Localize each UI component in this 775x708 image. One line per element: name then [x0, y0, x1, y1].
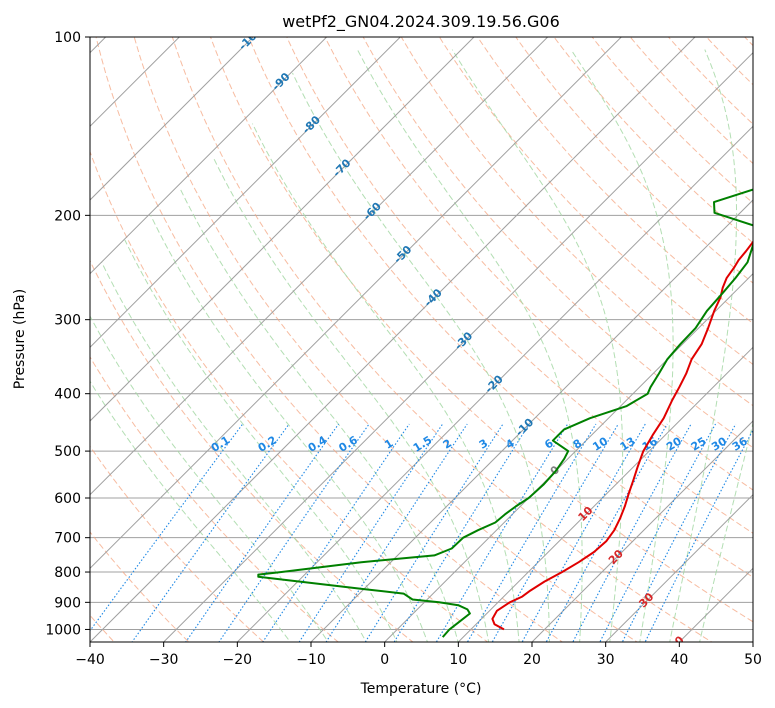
chart-title: wetPf2_GN04.2024.309.19.56.G06 — [282, 12, 560, 32]
mixing-ratio-line — [621, 423, 737, 642]
moist-adiabat — [90, 314, 329, 642]
isotherm-line — [90, 37, 254, 201]
y-tick-label: 600 — [54, 491, 81, 507]
x-tick-label: −40 — [75, 652, 105, 668]
y-tick-label: 500 — [54, 444, 81, 460]
sounding-profiles — [257, 188, 753, 638]
x-tick-label: 30 — [597, 652, 615, 668]
x-tick-label: 50 — [744, 652, 762, 668]
isotherm-line — [90, 37, 402, 349]
moist-adiabat — [451, 49, 624, 642]
isotherm-line — [90, 37, 475, 422]
dry-adiabat — [515, 37, 753, 284]
x-axis-label: Temperature (°C) — [360, 681, 482, 697]
moist-adiabat — [669, 49, 738, 642]
y-tick-label: 400 — [54, 387, 81, 403]
dry-adiabat — [90, 531, 190, 642]
mixing-ratio-line — [131, 423, 290, 642]
x-tick-label: 40 — [670, 652, 688, 668]
dry-adiabat — [90, 259, 414, 642]
mixing-ratio-line — [435, 423, 569, 642]
x-tick-label: −10 — [296, 652, 326, 668]
y-tick-label: 800 — [54, 565, 81, 581]
isotherm-line — [162, 51, 753, 642]
mixing-ratio-line — [491, 423, 619, 642]
isotherm-line — [604, 493, 753, 642]
dewpoint-profile — [257, 188, 753, 638]
mixing-ratio-line — [393, 423, 530, 642]
isotherm-line — [90, 37, 623, 570]
isotherm-line — [457, 346, 753, 642]
isotherm-line — [90, 37, 549, 496]
y-tick-label: 200 — [54, 208, 81, 224]
y-tick-label: 300 — [54, 313, 81, 329]
mixing-ratio-line — [545, 423, 668, 642]
moist-adiabat — [570, 49, 674, 642]
mixing-ratio-line — [185, 423, 340, 642]
mixing-ratio-line — [262, 423, 410, 642]
y-tick-label: 900 — [54, 595, 81, 611]
moist-adiabat — [251, 123, 520, 642]
axes: −40 −30 −20 −10 0 10 20 30 40 50 1000 900 800 700 600 5… — [45, 30, 762, 668]
isotherm-line — [90, 37, 696, 642]
dry-adiabat — [209, 37, 753, 623]
x-tick-label: 20 — [523, 652, 541, 668]
isotherm-line — [310, 199, 753, 642]
mixing-ratio-line — [599, 423, 716, 642]
moist-adiabat — [356, 49, 583, 642]
isotherm-line — [236, 125, 753, 642]
mixing-ratio-line — [466, 423, 597, 642]
dry-adiabat — [133, 37, 638, 642]
mixing-ratio-line — [325, 423, 468, 642]
isotherm-line — [383, 272, 753, 642]
plot-frame — [89, 36, 754, 643]
mixing-ratio-line — [298, 423, 444, 642]
dry-adiabat — [286, 37, 753, 534]
dry-adiabat — [553, 37, 753, 244]
dry-adiabat — [591, 37, 753, 204]
y-tick-label: 1000 — [45, 622, 81, 638]
dry-adiabat — [171, 37, 713, 642]
moist-adiabat — [101, 262, 367, 642]
isotherm-line — [90, 37, 181, 128]
dry-adiabat — [248, 37, 753, 578]
mixing-ratio-line — [644, 428, 753, 642]
moist-adiabat — [292, 72, 550, 642]
moist-adiabat — [124, 239, 398, 642]
x-tick-label: −30 — [149, 652, 179, 668]
dry-adiabat — [324, 37, 753, 491]
y-axis-label: Pressure (hPa) — [12, 289, 28, 389]
dry-adiabat — [90, 355, 339, 642]
y-tick-label: 100 — [54, 30, 81, 46]
x-tick-label: 10 — [449, 652, 467, 668]
moist-adiabat — [179, 187, 459, 642]
x-tick-label: 0 — [380, 652, 389, 668]
background-lines — [90, 37, 753, 642]
temperature-profile — [491, 240, 753, 631]
mixing-ratio-line — [572, 423, 692, 642]
dry-adiabat — [629, 37, 753, 165]
x-tick-label: −20 — [223, 652, 253, 668]
moist-adiabat — [90, 380, 291, 642]
dry-adiabat — [90, 150, 489, 642]
isotherm-line — [90, 37, 328, 275]
isotherm-line — [531, 420, 753, 642]
isotherm-label: 40 — [667, 633, 687, 653]
mixing-ratio-line — [218, 423, 370, 642]
y-tick-label: 700 — [54, 531, 81, 547]
